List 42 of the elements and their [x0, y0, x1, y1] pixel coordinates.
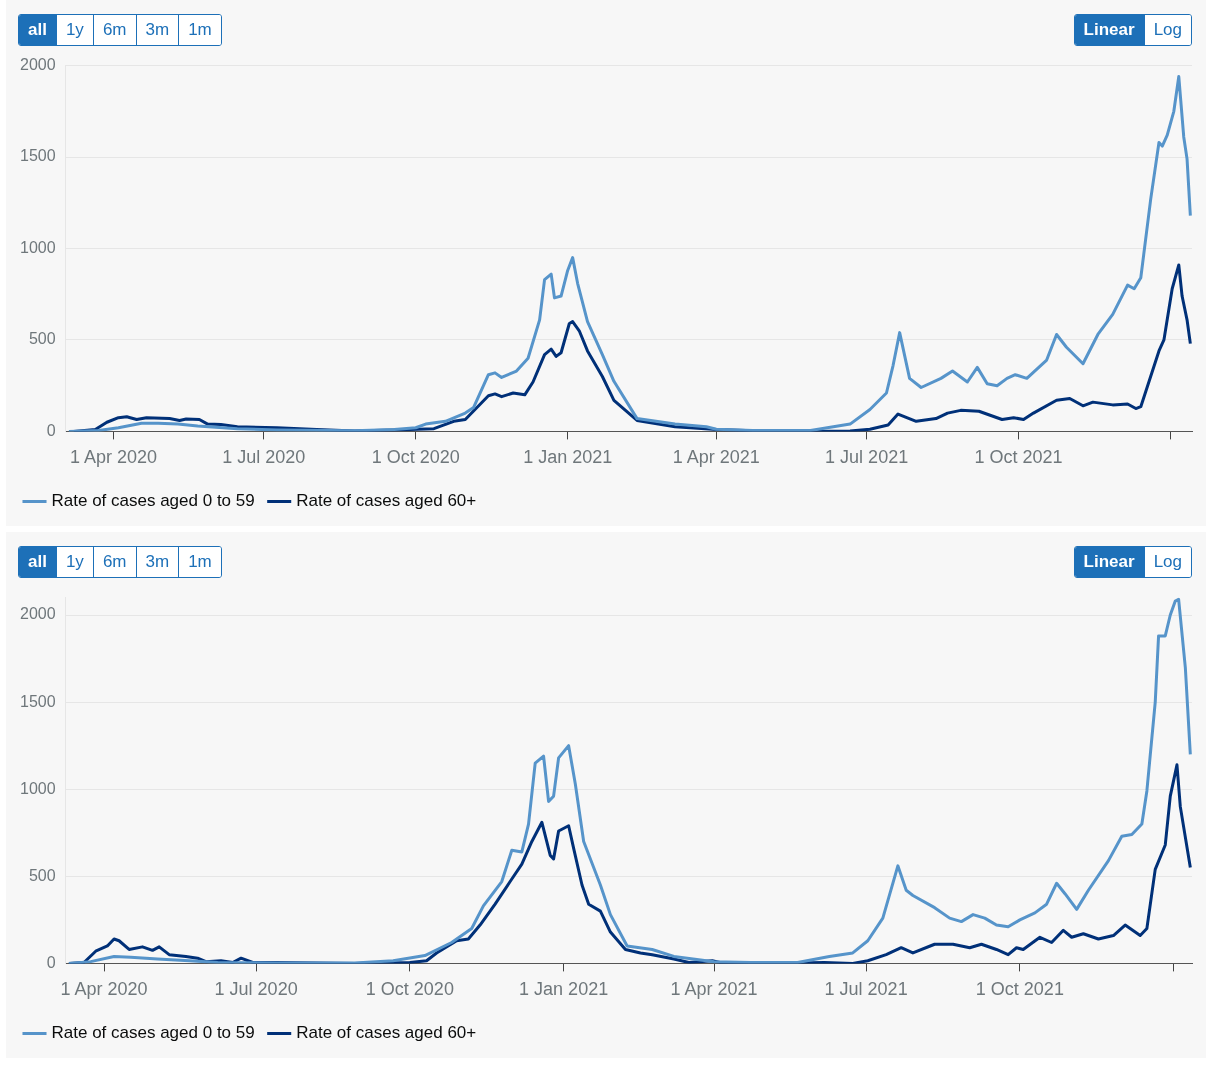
legend-label: Rate of cases aged 60+ [296, 1023, 477, 1043]
x-tick-label: 1 Oct 2021 [974, 447, 1063, 468]
y-tick-label: 500 [28, 330, 56, 348]
y-tick-label: 2000 [20, 56, 56, 74]
x-tick-label: 1 Apr 2021 [672, 447, 760, 468]
y-tick-label: 0 [46, 421, 56, 439]
text: 1m [178, 547, 221, 577]
x-tick-label: 1 Jul 2020 [222, 447, 306, 468]
text: 1y [55, 547, 93, 577]
text: 3m [135, 15, 179, 45]
y-tick-label: 1500 [20, 692, 56, 710]
text: 6m [92, 547, 136, 577]
x-tick-label: 1 Apr 2021 [670, 979, 758, 1000]
x-tick-label: 1 Jul 2021 [825, 447, 909, 468]
y-tick-label: 500 [28, 866, 56, 884]
text: 3m [135, 547, 179, 577]
y-tick-label: 2000 [20, 605, 56, 623]
text: 6m [92, 15, 136, 45]
y-tick-label: 0 [46, 953, 56, 971]
y-tick-label: 1000 [20, 238, 56, 256]
x-tick-label: 1 Jan 2021 [519, 979, 609, 1000]
x-tick-label: 1 Jul 2021 [824, 979, 908, 1000]
x-tick-label: 1 Jan 2021 [523, 447, 613, 468]
text: Log [1143, 15, 1191, 45]
text: 1y [55, 15, 93, 45]
text: all [19, 547, 56, 577]
text: 1m [178, 15, 221, 45]
text: Linear [1074, 15, 1144, 45]
legend-label: Rate of cases aged 0 to 59 [51, 1023, 255, 1043]
text: Log [1143, 547, 1191, 577]
x-tick-label: 1 Oct 2021 [975, 979, 1064, 1000]
text: all [19, 15, 56, 45]
legend-label: Rate of cases aged 0 to 59 [51, 491, 255, 511]
legend-label: Rate of cases aged 60+ [296, 491, 477, 511]
x-tick-label: 1 Jul 2020 [214, 979, 298, 1000]
x-tick-label: 1 Apr 2020 [69, 447, 158, 468]
text: Linear [1074, 547, 1144, 577]
y-tick-label: 1000 [20, 779, 56, 797]
x-tick-label: 1 Oct 2020 [365, 979, 454, 1000]
x-tick-label: 1 Oct 2020 [371, 447, 460, 468]
x-tick-label: 1 Apr 2020 [60, 979, 148, 1000]
y-tick-label: 1500 [20, 147, 56, 165]
